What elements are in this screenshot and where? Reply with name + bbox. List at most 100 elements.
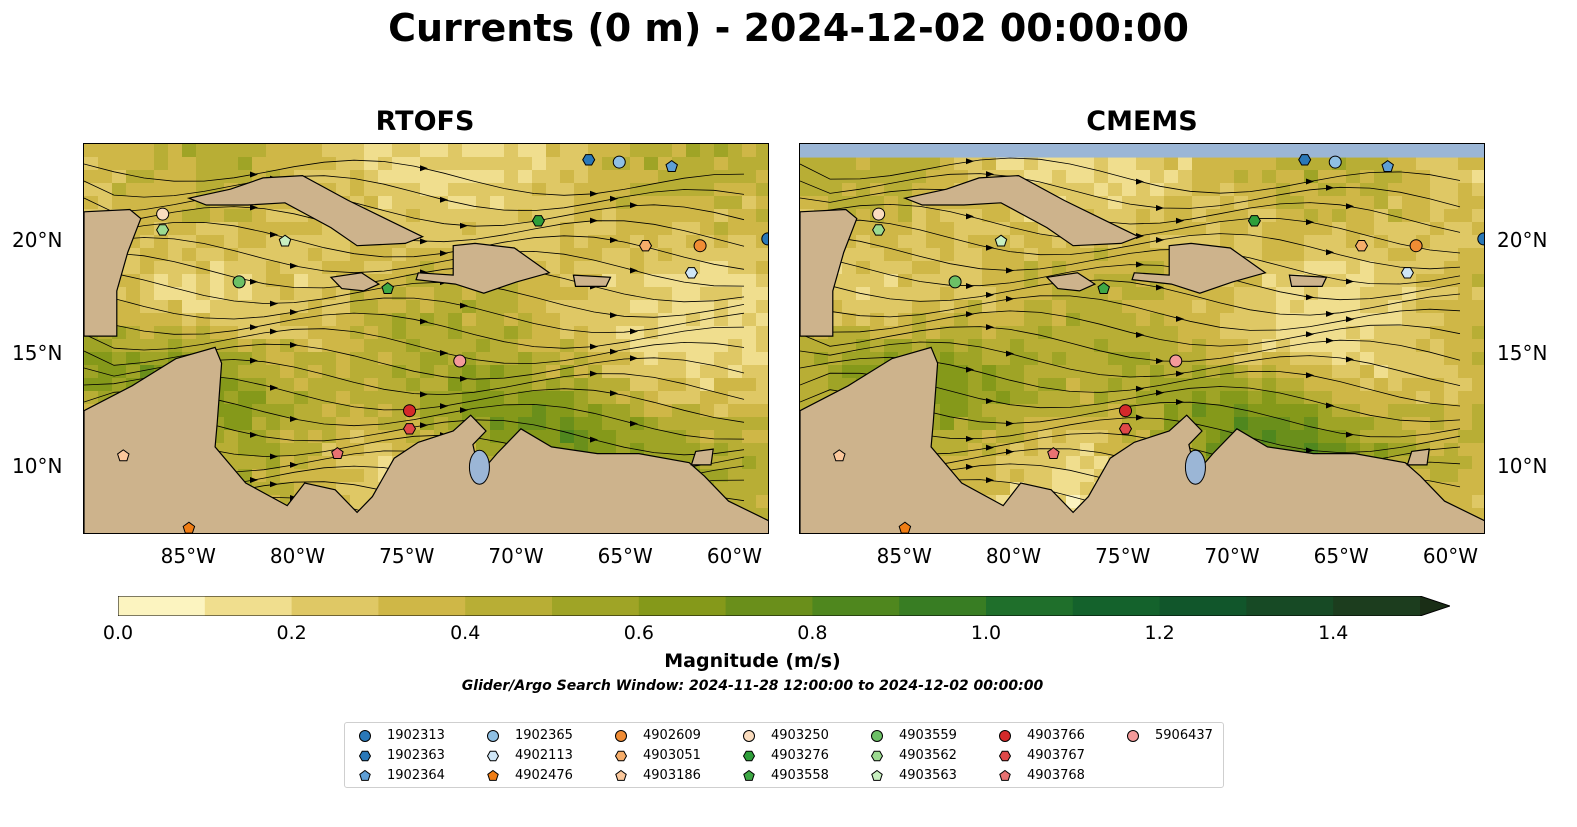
lat-tick-label-right: 10°N [1497,454,1548,479]
float-marker-1902365 [1328,155,1342,169]
map-canvas [800,144,1484,533]
legend-label: 1902313 [387,728,445,743]
legend-label: 4903051 [643,748,701,763]
circle-marker-icon [1127,730,1139,742]
lon-tick-label: 80°W [269,544,326,568]
lat-tick-label-left: 20°N [12,228,63,253]
lon-tick-label: 65°W [1313,544,1369,568]
float-marker-5906437 [1169,354,1183,368]
legend-label: 4903563 [899,768,957,783]
pentagon-marker-icon [871,769,883,781]
float-marker-4903563 [994,234,1008,247]
float-marker-1902313 [761,232,768,246]
colorbar-tick-label: 0.8 [797,622,828,644]
float-marker-1902363 [1298,154,1312,166]
float-marker-4903767 [402,423,417,435]
hexagon-marker-icon [998,750,1012,762]
legend-label: 4903559 [899,728,957,743]
float-marker-4902113 [1400,267,1414,279]
colorbar-tick-label: 1.4 [1318,622,1349,644]
lon-tick-label: 65°W [597,544,653,568]
float-marker-4903562 [156,224,170,236]
colorbar-extend-arrow [1420,596,1450,616]
legend-label: 5906437 [1155,728,1213,743]
no-data-band [800,144,1484,158]
legend-label: 4903768 [1027,768,1085,783]
float-marker-4902609 [693,239,707,253]
float-marker-4903559 [948,275,962,289]
legend-label: 4903558 [771,768,829,783]
float-marker-4903558 [1097,281,1110,294]
lon-tick-label: 60°W [706,544,763,568]
lon-tick-label: 80°W [985,544,1042,568]
legend-label: 4903766 [1027,728,1085,743]
float-marker-4903186 [833,449,846,462]
float-marker-1902364 [1381,159,1394,172]
lon-tick-label: 85°W [876,544,932,568]
legend-label: 4902113 [515,748,573,763]
float-marker-4903559 [232,275,246,289]
circle-marker-icon [871,730,883,742]
search-window-caption: Glider/Argo Search Window: 2024-11-28 12… [461,678,1044,694]
float-marker-4903250 [156,207,170,221]
float-marker-4903276 [531,215,545,227]
float-marker-5906437 [453,354,467,368]
lon-tick-label: 75°W [379,544,435,568]
lon-tick-label: 70°W [1204,544,1260,568]
pentagon-marker-icon [743,769,755,781]
pentagon-marker-icon [359,769,371,781]
legend-label: 4903250 [771,728,829,743]
colorbar-tick-label: 0.6 [623,622,654,644]
map-panel-cmems [799,143,1485,534]
lat-tick-label-right: 20°N [1497,228,1548,253]
hexagon-marker-icon [486,750,500,762]
legend-label: 1902363 [387,748,445,763]
colorbar-tick-label: 0.0 [102,622,134,644]
colorbar-swatches [117,595,1452,617]
pentagon-marker-icon [999,769,1011,781]
circle-marker-icon [743,730,755,742]
float-marker-4902476 [182,521,196,533]
float-marker-4903186 [117,449,130,462]
legend-label: 1902364 [387,768,445,783]
lon-tick-label: 60°W [1422,544,1479,568]
panel-title-rtofs: RTOFS [375,106,475,137]
colorbar-tick-label: 0.4 [450,622,481,644]
figure-title: Currents (0 m) - 2024-12-02 00:00:00 [388,6,1189,50]
legend-label: 4903186 [643,768,701,783]
lon-tick-label: 70°W [488,544,544,568]
float-marker-4903766 [403,404,417,418]
float-marker-4902609 [1409,239,1423,253]
colorbar-tick-label: 1.2 [1144,622,1175,644]
legend-label: 1902365 [515,728,573,743]
float-marker-4903276 [1247,215,1261,227]
circle-marker-icon [615,730,627,742]
colorbar [117,595,1452,617]
float-marker-4903768 [331,446,344,459]
float-marker-1902365 [612,155,626,169]
float-marker-4903250 [872,207,886,221]
panel-title-cmems: CMEMS [1086,106,1198,137]
float-marker-4903766 [1119,404,1133,418]
float-marker-4902113 [684,267,698,279]
float-marker-4902476 [898,521,912,533]
float-marker-4903563 [278,234,292,247]
pentagon-marker-icon [615,769,627,781]
circle-marker-icon [359,730,371,742]
float-marker-1902364 [665,159,678,172]
map-canvas [84,144,768,533]
float-markers [833,154,1484,533]
circle-marker-icon [999,730,1011,742]
legend-label: 4902476 [515,768,573,783]
lat-tick-label-left: 15°N [12,341,63,366]
map-panel-rtofs [83,143,769,534]
lon-tick-label: 75°W [1095,544,1151,568]
land-masses [800,174,1484,533]
pentagon-marker-icon [487,769,499,781]
lat-tick-label-right: 15°N [1497,341,1548,366]
colorbar-tick-label: 0.2 [276,622,307,644]
colorbar-tick-label: 1.0 [970,622,1002,644]
hexagon-marker-icon [870,750,884,762]
float-marker-4903051 [638,240,653,252]
float-marker-4903562 [872,224,886,236]
